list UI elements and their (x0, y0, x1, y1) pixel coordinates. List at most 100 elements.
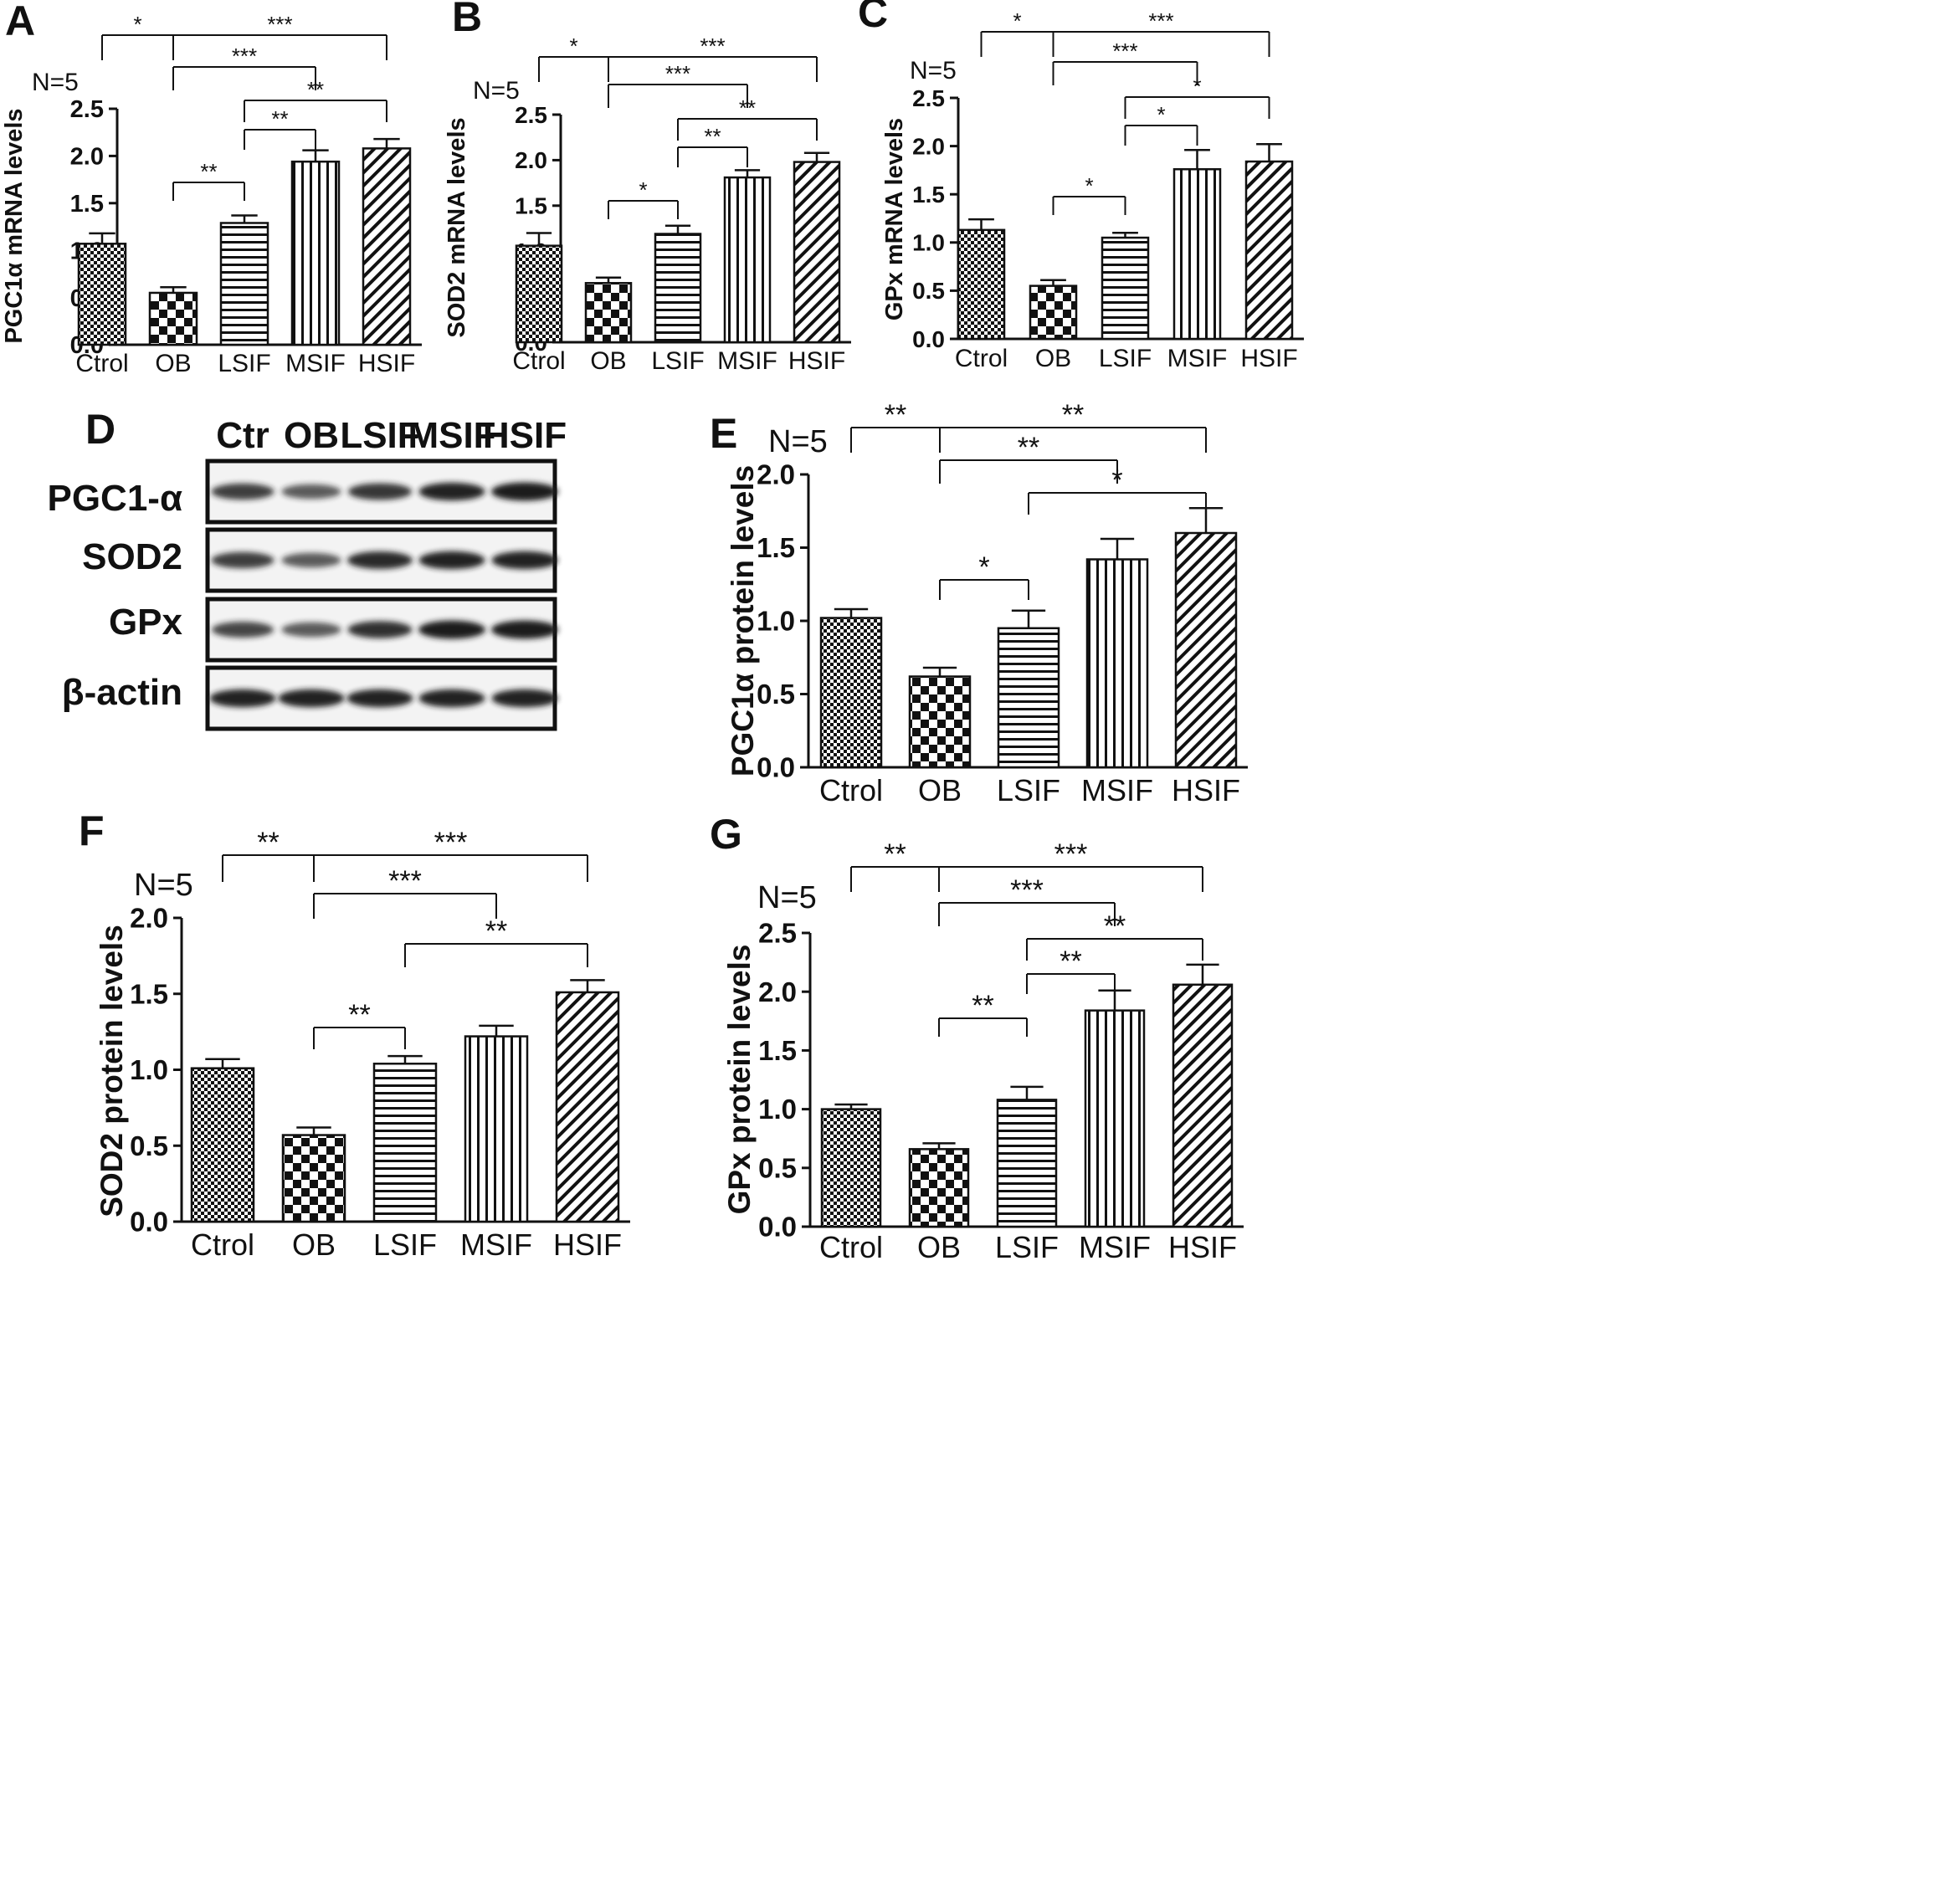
blot-band (418, 620, 485, 639)
panel-b-sig-label: *** (665, 61, 690, 86)
panel-f-bar-hsif (555, 991, 620, 1223)
panel-f-sig-label: ** (257, 827, 279, 858)
blot-band (418, 551, 485, 570)
panel-c-y-tick-label: 0.5 (912, 278, 945, 304)
panel-e-category-label: OB (918, 773, 962, 807)
panel-e-sig-label: ** (1062, 399, 1084, 431)
blot-band (347, 621, 413, 638)
panel-c-sig-label: *** (1148, 8, 1173, 33)
panel-c-category-label: HSIF (1240, 345, 1297, 372)
panel-b-category-label: Ctrol (512, 347, 565, 375)
panel-g-y-tick-label: 0.0 (758, 1212, 797, 1243)
panel-g-bar-lsif (996, 1099, 1058, 1228)
panel-b-letter: B (452, 0, 482, 40)
blot-row-label: SOD2 (82, 536, 182, 577)
panel-c-y-tick-label: 0.0 (912, 326, 945, 352)
panel-e-sig-label: ** (885, 399, 906, 431)
panel-g-sig-label: ** (884, 838, 906, 870)
panel-f-y-tick-label: 1.0 (130, 1054, 168, 1085)
panel-g-sig-label: *** (1054, 838, 1088, 870)
blot-band (212, 622, 274, 638)
panel-g-bar-msif (1084, 1009, 1146, 1228)
panel-f-y-tick-label: 0.0 (130, 1207, 168, 1238)
panel-c-sig-label: * (1013, 8, 1021, 33)
blot-row-label: β-actin (62, 672, 182, 713)
panel-b-n-label: N=5 (473, 77, 520, 105)
panel-c-n-label: N=5 (910, 57, 957, 85)
blot-lane-label: OB (284, 415, 339, 456)
blot-lane-label: Ctr (216, 415, 269, 456)
panel-f-n-label: N=5 (134, 868, 193, 903)
panel-a-category-label: OB (155, 350, 191, 377)
panel-e-bar-ctrol (819, 617, 883, 769)
panel-f-letter: F (79, 807, 105, 854)
panel-b-sig-label: ** (739, 95, 756, 120)
panel-a-sig-label: ** (271, 106, 288, 131)
blot-row-label: PGC1-α (47, 478, 182, 519)
panel-a-sig-label: *** (267, 12, 292, 37)
blot-lane-label: MSIF (408, 415, 495, 456)
panel-g-y-tick-label: 1.0 (758, 1094, 797, 1125)
panel-g-sig-label: ** (1060, 946, 1081, 977)
panel-c-bar-lsif (1101, 236, 1150, 341)
panel-g-category-label: MSIF (1079, 1230, 1151, 1264)
panel-a-y-tick-label: 1.5 (70, 191, 104, 218)
panel-f-category-label: HSIF (553, 1227, 622, 1262)
panel-e-y-tick-label: 1.5 (757, 532, 795, 563)
panel-f-bar-lsif (372, 1062, 438, 1223)
panel-f-sig-label: *** (388, 865, 422, 897)
panel-a-n-label: N=5 (32, 69, 79, 96)
blot-band (209, 689, 276, 708)
panel-g-category-label: LSIF (995, 1230, 1059, 1264)
panel-g-y-axis-label: GPx protein levels (722, 945, 757, 1215)
panel-g-y-tick-label: 1.5 (758, 1035, 797, 1066)
panel-e-bar-hsif (1174, 531, 1238, 769)
panel-f-bar-ctrol (190, 1067, 255, 1223)
panel-d-letter: D (85, 406, 115, 453)
blot-band (418, 482, 485, 501)
panel-e-y-tick-label: 2.0 (757, 459, 795, 490)
panel-f-bar-ob (281, 1134, 346, 1223)
panel-c-y-tick-label: 1.0 (912, 230, 945, 256)
panel-a-sig-label: ** (307, 77, 324, 102)
panel-f-category-label: LSIF (373, 1227, 437, 1262)
blot-lane-label: LSIF (340, 415, 419, 456)
panel-b-sig-label: * (569, 33, 577, 59)
panel-b-bar-ob (584, 282, 633, 344)
blot-band (491, 689, 558, 708)
panel-a-category-label: Ctrol (75, 350, 128, 377)
blot-band (491, 620, 558, 639)
panel-b-bar-hsif (793, 161, 841, 344)
blot-band (211, 551, 275, 569)
panel-g-sig-label: ** (972, 990, 993, 1022)
panel-b-category-label: HSIF (788, 347, 845, 375)
panel-g-y-tick-label: 2.0 (758, 976, 797, 1007)
panel-e-y-axis-label: PGC1α protein levels (726, 465, 760, 776)
panel-a-sig-label: ** (200, 159, 217, 184)
blot-band (281, 484, 341, 500)
panel-c-bar-msif (1172, 167, 1222, 341)
panel-b-sig-label: ** (704, 124, 721, 149)
panel-a-bar-hsif (362, 147, 412, 346)
panel-e-category-label: MSIF (1081, 773, 1153, 807)
panel-g-category-label: Ctrol (819, 1230, 883, 1264)
panel-b-bar-msif (723, 176, 772, 344)
panel-g-n-label: N=5 (757, 880, 817, 915)
panel-a-category-label: LSIF (218, 350, 270, 377)
panel-c-sig-label: *** (1112, 38, 1137, 64)
panel-e-n-label: N=5 (768, 424, 828, 459)
panel-c-bar-hsif (1244, 160, 1294, 341)
panel-g-y-tick-label: 0.5 (758, 1152, 797, 1183)
blot-band (418, 689, 485, 708)
blot-band (211, 483, 275, 500)
panel-f-sig-label: ** (485, 915, 507, 947)
panel-e-bar-lsif (997, 627, 1060, 769)
panel-c-y-axis-label: GPx mRNA levels (881, 118, 908, 320)
panel-e-y-tick-label: 0.5 (757, 679, 795, 710)
panel-b-y-tick-label: 2.5 (515, 102, 547, 128)
blot-row-label: GPx (109, 602, 183, 643)
